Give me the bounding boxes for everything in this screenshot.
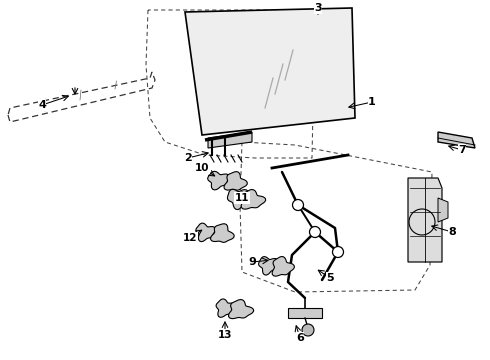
Text: 11: 11 <box>235 193 249 203</box>
Polygon shape <box>208 171 229 190</box>
Circle shape <box>302 324 314 336</box>
Text: 7: 7 <box>458 145 466 155</box>
Polygon shape <box>227 189 248 210</box>
Polygon shape <box>438 132 475 148</box>
Polygon shape <box>272 257 294 276</box>
Text: 10: 10 <box>195 163 209 173</box>
Polygon shape <box>259 257 278 275</box>
Polygon shape <box>241 189 266 209</box>
Text: 13: 13 <box>218 330 232 340</box>
Text: 12: 12 <box>183 233 197 243</box>
Polygon shape <box>288 308 322 318</box>
Polygon shape <box>196 223 216 242</box>
Text: 3: 3 <box>314 3 322 13</box>
Polygon shape <box>216 299 236 317</box>
Polygon shape <box>211 224 234 242</box>
Text: 1: 1 <box>368 97 376 107</box>
Text: 8: 8 <box>448 227 456 237</box>
Text: 4: 4 <box>38 100 46 110</box>
Circle shape <box>310 226 320 238</box>
Text: 5: 5 <box>326 273 334 283</box>
Polygon shape <box>408 178 442 262</box>
Polygon shape <box>208 132 252 148</box>
Polygon shape <box>185 8 355 135</box>
Text: 2: 2 <box>184 153 192 163</box>
Polygon shape <box>229 300 254 319</box>
Circle shape <box>293 199 303 211</box>
Text: 9: 9 <box>248 257 256 267</box>
Polygon shape <box>224 172 247 190</box>
Text: 6: 6 <box>296 333 304 343</box>
Polygon shape <box>438 198 448 222</box>
Circle shape <box>333 247 343 257</box>
